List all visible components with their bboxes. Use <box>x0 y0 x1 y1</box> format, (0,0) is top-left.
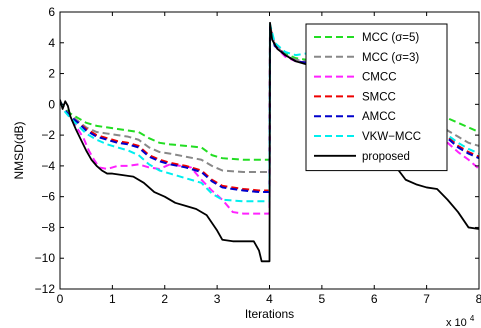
x-tick-label: 2 <box>161 292 168 306</box>
y-tick-label: −12 <box>35 282 56 296</box>
x-axis-multiplier-exponent: 4 <box>470 314 475 323</box>
x-tick-label: 3 <box>214 292 221 306</box>
x-tick-label: 7 <box>423 292 430 306</box>
x-axis-ticks: 0 1 2 3 4 5 6 7 8 <box>57 12 481 306</box>
y-tick-label: −8 <box>41 220 55 234</box>
x-axis-multiplier: x 10 4 <box>446 314 475 328</box>
x-tick-label: 6 <box>371 292 378 306</box>
series-line-1 <box>60 24 479 174</box>
legend-label-6: proposed <box>362 151 410 163</box>
legend: MCC (σ=5) MCC (σ=3) CMCC SMCC AMCC VKW−MCC pro… <box>305 23 448 172</box>
x-axis-label: Iterations <box>245 307 294 321</box>
legend-label-0: MCC (σ=5) <box>362 32 419 44</box>
y-axis-ticks: −12 −10 −8 −6 −4 −2 0 2 4 6 <box>35 5 479 296</box>
y-axis-label: NMSD(dB) <box>12 121 26 179</box>
y-tick-label: −6 <box>41 190 55 204</box>
legend-label-4: AMCC <box>362 111 396 123</box>
x-tick-label: 4 <box>266 292 273 306</box>
y-tick-label: −10 <box>35 251 56 265</box>
x-tick-label: 1 <box>109 292 116 306</box>
y-tick-label: 4 <box>48 36 55 50</box>
legend-label-5: VKW−MCC <box>362 131 421 143</box>
series-line-0 <box>60 26 479 161</box>
x-tick-label: 5 <box>319 292 326 306</box>
y-tick-label: −2 <box>41 128 55 142</box>
legend-label-3: SMCC <box>362 91 396 103</box>
y-tick-label: 2 <box>48 67 55 81</box>
y-tick-label: −4 <box>41 159 55 173</box>
x-tick-label: 8 <box>476 292 481 306</box>
x-axis-multiplier-base: x 10 <box>446 317 467 328</box>
x-tick-label: 0 <box>57 292 64 306</box>
legend-label-2: CMCC <box>362 72 397 84</box>
y-tick-label: 0 <box>48 97 55 111</box>
y-tick-label: 6 <box>48 5 55 19</box>
legend-label-1: MCC (σ=3) <box>362 52 419 64</box>
